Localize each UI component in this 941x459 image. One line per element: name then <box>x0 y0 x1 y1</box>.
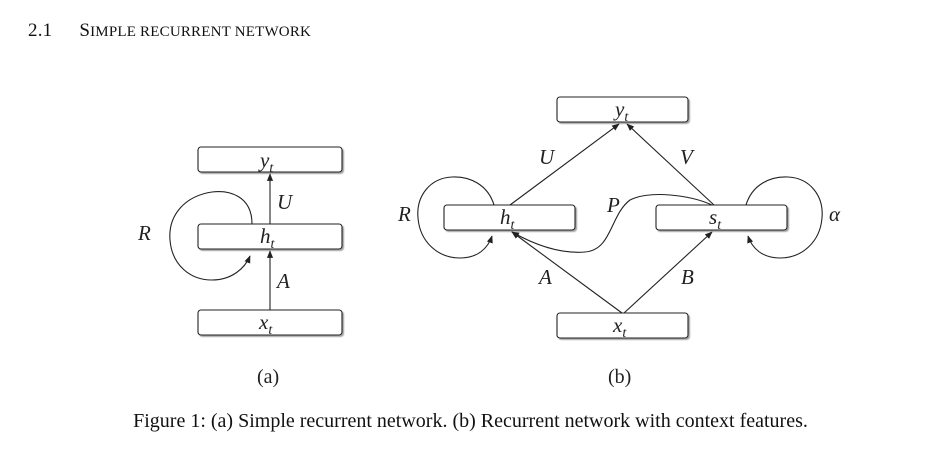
panel-a-edge-label-u: U <box>277 190 294 214</box>
panel-a-edge-label-r: R <box>137 221 151 245</box>
panel-b-edge-hidden-to-output <box>509 123 620 206</box>
panel-b-edge-label-a: A <box>537 265 552 289</box>
panel-a-edge-label-a: A <box>275 269 290 293</box>
panel-b-hidden-node <box>443 204 576 231</box>
panel-b-edge-input-to-hidden <box>511 231 623 314</box>
panel-a-label: (a) <box>257 366 279 388</box>
panel-b-edge-context-to-output <box>626 123 715 206</box>
panel-a-output-node-label: yt <box>258 148 274 176</box>
panel-b-context-node-label: st <box>709 205 722 233</box>
panel-b-edge-context-to-hidden <box>511 194 713 253</box>
section-title: Simple recurrent network <box>79 20 311 41</box>
panel-b-output-node <box>556 96 689 123</box>
panel-b: yt ht st xt U V A B P R α (b) <box>397 96 841 388</box>
panel-b-edge-label-p: P <box>606 193 620 217</box>
section-title-initial: S <box>79 20 91 41</box>
panel-a-output-node <box>197 146 343 173</box>
panel-b-edge-label-v: V <box>680 145 695 169</box>
panel-b-edge-label-alpha: α <box>829 202 841 226</box>
panel-b-context-node <box>655 204 788 231</box>
panel-b-edge-label-b: B <box>681 265 694 289</box>
section-number: 2.1 <box>28 20 53 41</box>
panel-a: yt ht xt U A R (a) <box>137 146 343 388</box>
section-heading: 2.1 Simple recurrent network <box>28 20 311 42</box>
panel-b-hidden-recurrent-loop <box>417 176 495 259</box>
panel-b-input-node-label: xt <box>612 313 627 341</box>
panel-b-input-node <box>556 312 689 339</box>
panel-b-edge-input-to-context <box>623 231 713 314</box>
panel-b-output-node-label: yt <box>613 97 629 125</box>
panel-b-context-recurrent-loop <box>745 176 823 259</box>
panel-b-edge-label-r: R <box>397 202 411 226</box>
panel-b-edge-label-u: U <box>539 145 556 169</box>
panel-a-recurrent-loop <box>169 191 253 281</box>
section-title-rest: imple recurrent network <box>90 24 312 40</box>
panel-a-input-node-label: xt <box>258 310 273 338</box>
panel-b-hidden-node-label: ht <box>500 205 516 233</box>
panel-b-label: (b) <box>608 366 631 388</box>
figure-caption: Figure 1: (a) Simple recurrent network. … <box>133 410 808 432</box>
panel-a-hidden-node-label: ht <box>260 224 276 252</box>
